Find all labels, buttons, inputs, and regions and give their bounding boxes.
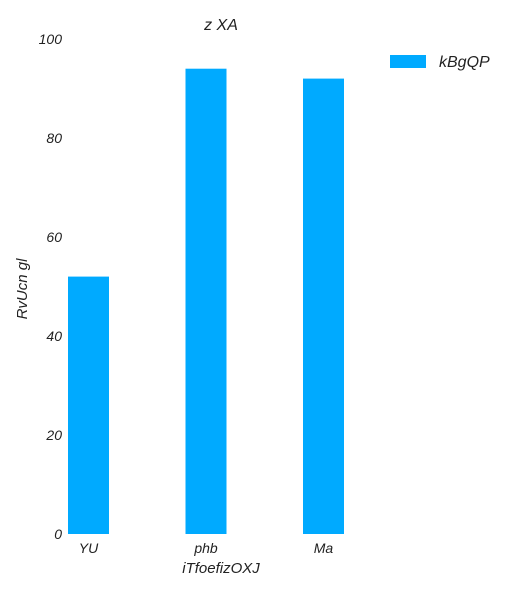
legend-label: kBgQP [439, 54, 490, 71]
bars [68, 68, 344, 534]
y-axis-ticks: 0 20 40 60 80 100 [39, 31, 63, 542]
legend-swatch [390, 55, 426, 68]
bar-YU [68, 276, 109, 534]
y-tick-label: 0 [54, 526, 62, 542]
y-tick-label: 80 [46, 130, 62, 146]
x-tick-label: YU [79, 540, 99, 556]
bar-phb [185, 68, 227, 534]
y-tick-label: 40 [46, 328, 62, 344]
legend: kBgQP [390, 54, 490, 71]
y-tick-label: 100 [39, 31, 63, 47]
y-axis-label: RvUcn gl [14, 258, 31, 320]
x-tick-label: Ma [314, 540, 334, 556]
y-tick-label: 20 [45, 427, 62, 443]
bar-Ma [303, 78, 344, 534]
y-tick-label: 60 [46, 229, 62, 245]
x-tick-label: phb [193, 540, 218, 556]
chart-title: z XA [203, 17, 238, 34]
x-axis-label: iTfoefizOXJ [182, 560, 260, 577]
x-axis-ticks: YU phb Ma [79, 540, 334, 556]
